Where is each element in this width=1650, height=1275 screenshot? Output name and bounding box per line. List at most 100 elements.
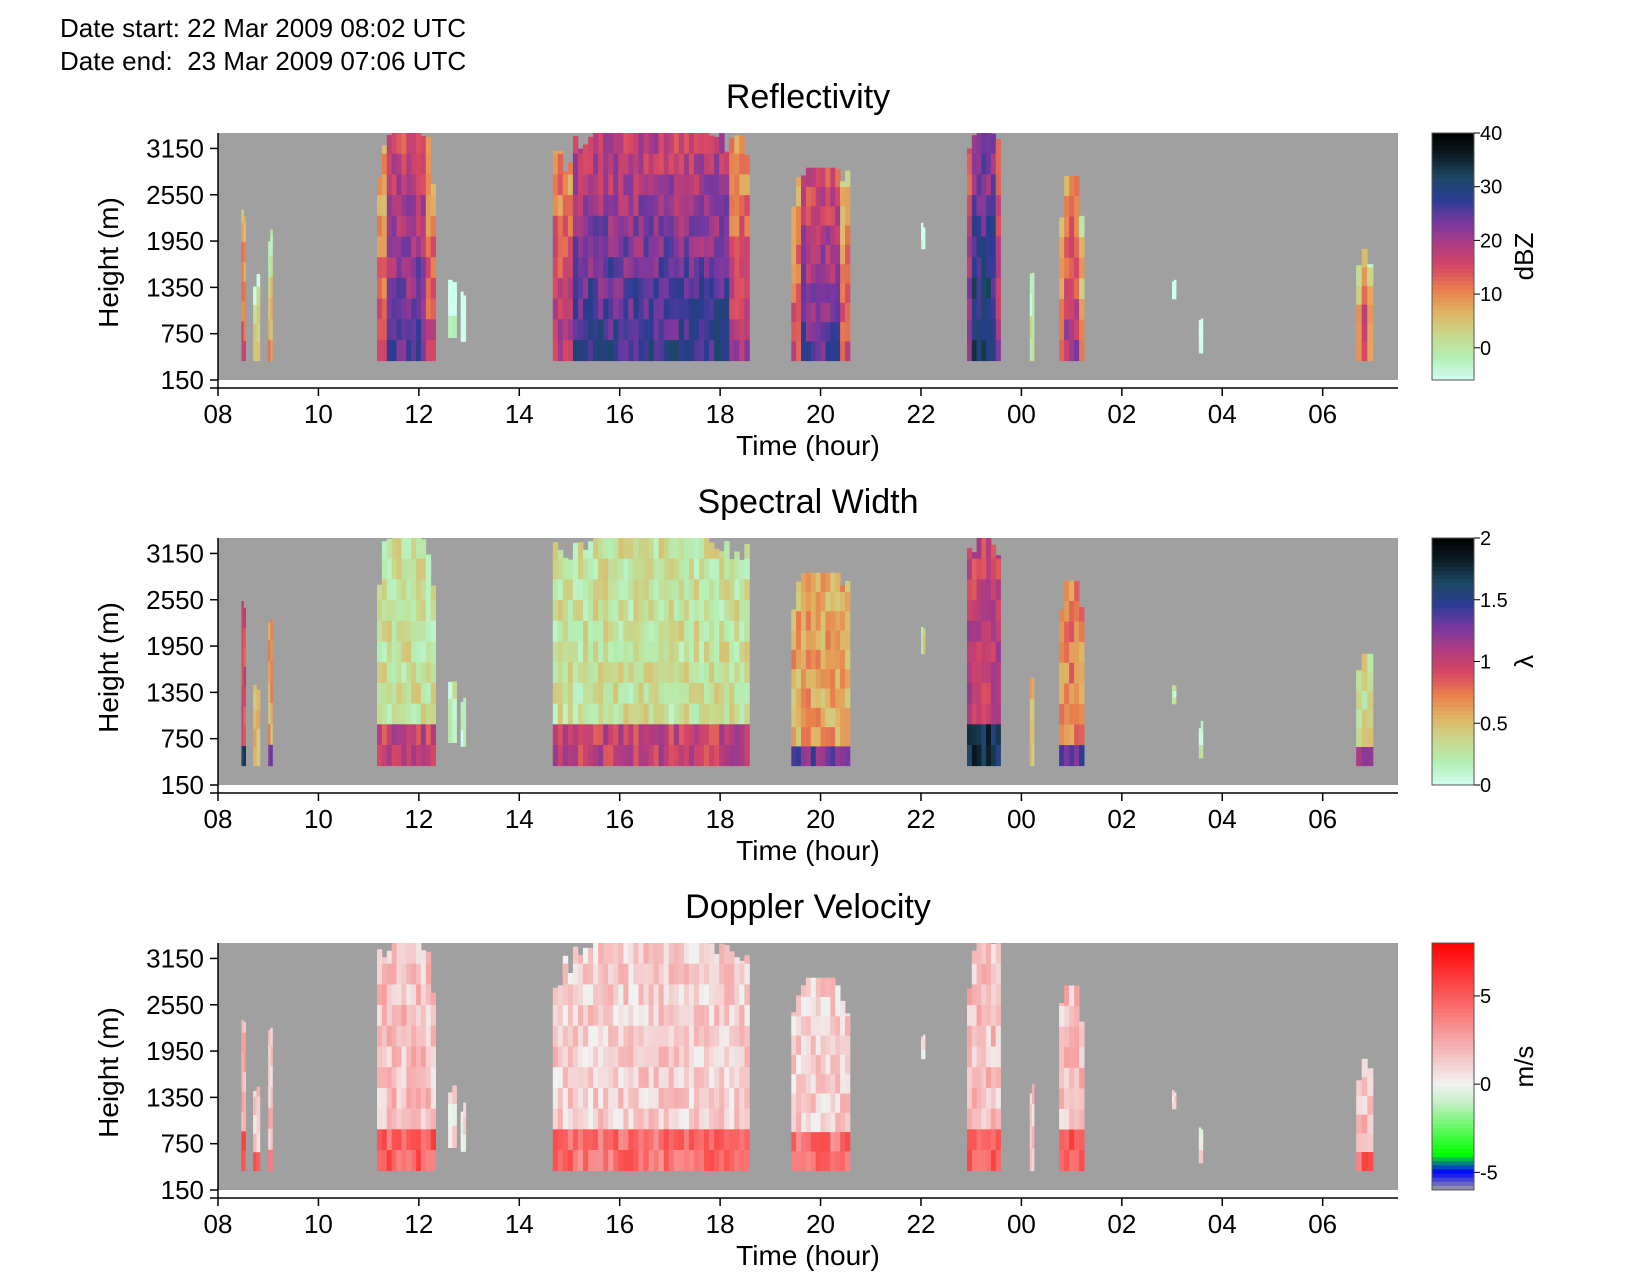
echo-pixel [386, 682, 393, 704]
echo-pixel [386, 1067, 393, 1089]
echo-pixel [241, 222, 244, 243]
echo-pixel [835, 669, 841, 689]
echo-pixel [739, 135, 745, 157]
echo-pixel [699, 579, 705, 601]
echo-pixel [1079, 319, 1085, 341]
echo-pixel [1064, 621, 1070, 643]
echo-pixel [425, 662, 432, 684]
colorbar-swatch [1432, 363, 1474, 369]
echo-pixel [593, 1087, 599, 1109]
echo-pixel [658, 215, 664, 237]
colorbar-swatch [1432, 289, 1474, 295]
echo-pixel [567, 984, 574, 1006]
echo-pixel [557, 600, 564, 622]
echo-pixel [613, 195, 619, 217]
echo-pixel [1064, 704, 1070, 725]
echo-pixel [744, 1150, 750, 1172]
echo-pixel [406, 298, 412, 320]
echo-pixel [995, 277, 1001, 299]
echo-pixel [623, 682, 629, 704]
colorbar-tick-label: 2 [1480, 528, 1491, 550]
x-tick-label: 00 [1007, 399, 1036, 429]
y-tick-label: 150 [161, 1175, 204, 1205]
echo-pixel [430, 620, 436, 642]
echo-pixel [678, 319, 685, 341]
echo-pixel [815, 746, 821, 767]
echo-pixel [815, 1112, 821, 1133]
echo-pixel [673, 1087, 680, 1109]
echo-pixel [976, 1005, 982, 1027]
echo-pixel [825, 244, 831, 265]
echo-pixel [243, 667, 246, 688]
echo-pixel [588, 558, 594, 580]
echo-pixel [699, 1025, 705, 1047]
echo-pixel [593, 538, 599, 560]
echo-pixel [693, 236, 700, 258]
echo-pixel [805, 669, 812, 689]
echo-pixel [643, 236, 649, 258]
echo-pixel [1069, 642, 1075, 664]
echo-pixel [744, 155, 750, 177]
echo-pixel [628, 641, 634, 663]
echo-pixel [825, 707, 831, 728]
echo-pixel [981, 943, 987, 965]
echo-pixel [845, 630, 851, 651]
echo-pixel [425, 1108, 432, 1130]
echo-pixel [653, 153, 659, 175]
echo-pixel [805, 341, 812, 362]
echo-pixel [801, 264, 807, 284]
echo-pixel [796, 592, 802, 612]
colorbar-swatch [1432, 566, 1474, 572]
echo-pixel [572, 984, 579, 1006]
echo-pixel [578, 298, 584, 320]
echo-pixel [845, 302, 851, 323]
echo-pixel [673, 215, 680, 237]
echo-pixel [840, 630, 846, 651]
echo-pixel [714, 236, 720, 258]
echo-pixel [810, 1016, 817, 1036]
echo-pixel [688, 1150, 695, 1172]
echo-pixel [391, 641, 397, 663]
echo-pixel [971, 236, 977, 258]
echo-pixel [825, 322, 831, 342]
echo-pixel [805, 1132, 812, 1152]
echo-pixel [699, 724, 705, 746]
colorbar-swatch [1432, 764, 1474, 770]
colorbar-swatch [1432, 1132, 1474, 1137]
colorbar-swatch [1432, 1103, 1474, 1109]
echo-pixel [603, 943, 609, 965]
colorbar-swatch [1432, 752, 1474, 757]
echo-pixel [663, 963, 670, 985]
echo-pixel [420, 539, 427, 561]
echo-pixel [1029, 338, 1033, 362]
echo-pixel [396, 984, 402, 1006]
echo-pixel [1079, 607, 1085, 629]
echo-pixel [608, 174, 614, 196]
colorbar-swatch [1432, 186, 1474, 192]
echo-pixel [648, 984, 654, 1006]
echo-pixel [1031, 677, 1035, 700]
echo-pixel [693, 1129, 700, 1151]
colorbar-tick-label: 30 [1480, 177, 1502, 199]
x-tick-label: 22 [907, 804, 936, 834]
echo-pixel [699, 215, 705, 237]
echo-pixel [1064, 642, 1070, 664]
echo-pixel [618, 963, 624, 985]
echo-pixel [663, 1067, 670, 1089]
echo-pixel [699, 257, 705, 279]
echo-pixel [729, 703, 735, 725]
echo-pixel [241, 1151, 244, 1172]
echo-pixel [618, 558, 624, 580]
echo-pixel [830, 1093, 836, 1114]
echo-cell [448, 1085, 457, 1148]
echo-pixel [416, 257, 422, 279]
echo-pixel [643, 984, 649, 1006]
echo-pixel [986, 215, 992, 237]
echo-pixel [583, 620, 589, 642]
echo-pixel [603, 538, 609, 560]
echo-pixel [381, 541, 388, 563]
echo-pixel [643, 641, 649, 663]
echo-pixel [1079, 1150, 1085, 1172]
echo-pixel [981, 745, 987, 767]
echo-pixel [840, 707, 846, 728]
